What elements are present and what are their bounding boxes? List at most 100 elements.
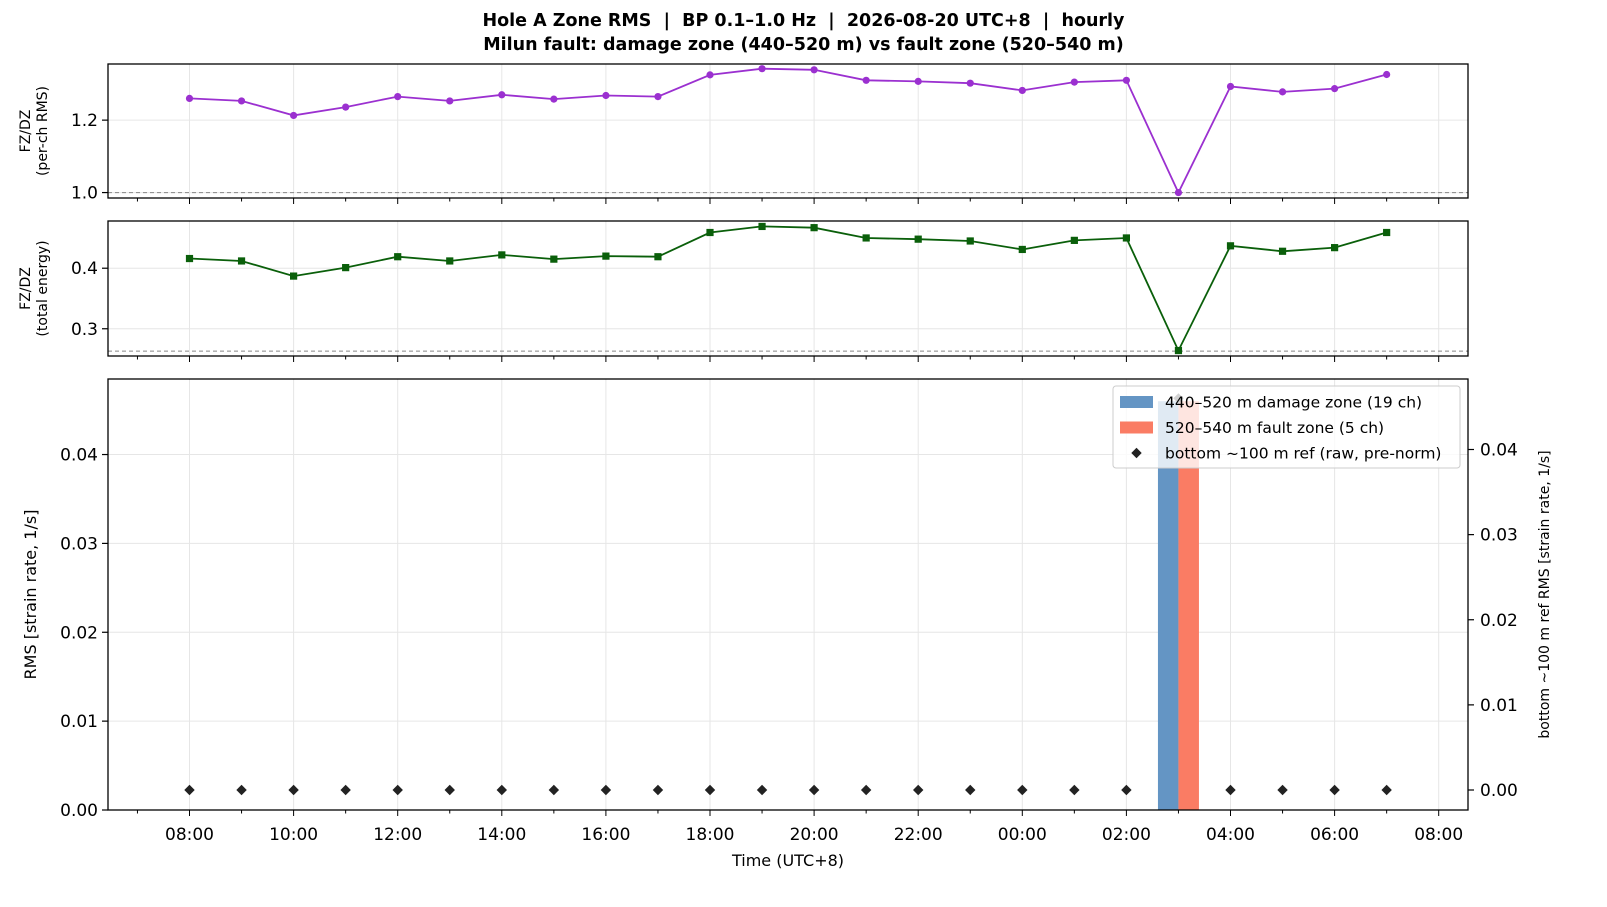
data-point — [1070, 236, 1078, 244]
data-point — [550, 95, 558, 103]
data-point — [185, 254, 194, 263]
legend-label: bottom ~100 m ref (raw, pre-norm) — [1165, 445, 1441, 463]
y-tick-label: 0.03 — [60, 534, 98, 554]
data-point — [1383, 70, 1391, 79]
legend-item: 440–520 m damage zone (19 ch) — [1120, 394, 1422, 412]
x-tick-label: 22:00 — [894, 825, 943, 845]
data-point — [496, 784, 507, 796]
legend-item: bottom ~100 m ref (raw, pre-norm) — [1131, 445, 1441, 463]
data-point — [1226, 242, 1235, 250]
data-point — [862, 234, 870, 242]
data-point — [394, 253, 402, 261]
data-point — [1331, 85, 1339, 93]
data-point — [706, 71, 714, 79]
data-point — [340, 784, 351, 796]
data-point — [862, 76, 870, 84]
x-tick-label: 20:00 — [790, 825, 839, 845]
data-point — [498, 91, 506, 99]
x-tick-label: 02:00 — [1102, 825, 1151, 845]
data-point — [1381, 784, 1392, 796]
y-tick-label: 0.3 — [71, 320, 98, 340]
data-point — [1277, 784, 1288, 796]
data-point — [758, 65, 766, 73]
data-point — [1331, 244, 1339, 252]
data-point — [1278, 88, 1287, 96]
x-tick-label: 08:00 — [1414, 825, 1463, 845]
data-point — [342, 264, 350, 272]
y-axis-label: FZ/DZ (per-ch RMS) — [18, 86, 51, 176]
y2-tick-label: 0.04 — [1480, 441, 1518, 461]
data-point — [288, 784, 299, 796]
data-point — [756, 784, 768, 796]
data-point — [600, 784, 612, 796]
data-point — [1017, 784, 1028, 796]
data-point — [1069, 784, 1080, 796]
data-point — [914, 77, 922, 85]
data-point — [1383, 228, 1391, 237]
y-tick-label: 0.04 — [60, 446, 98, 466]
x-tick-label: 04:00 — [1206, 825, 1255, 845]
x-tick-label: 14:00 — [477, 825, 526, 845]
x-tick-label: 16:00 — [581, 825, 630, 845]
chart-subtitle: Milun fault: damage zone (440–520 m) vs … — [483, 35, 1124, 55]
y2-axis-label: bottom ~100 m ref RMS [strain rate, 1/s] — [1537, 450, 1553, 738]
data-point — [1174, 188, 1183, 197]
y2-tick-label: 0.01 — [1480, 696, 1518, 716]
data-point — [965, 784, 976, 796]
y-axis-label-text: RMS [strain rate, 1/s] — [21, 510, 40, 680]
data-point — [1070, 78, 1078, 86]
legend-label: 520–540 m fault zone (5 ch) — [1165, 419, 1384, 437]
legend-swatch — [1120, 396, 1153, 408]
data-point — [394, 92, 402, 101]
y-tick-label: 1.0 — [71, 184, 98, 204]
y-tick-label: 0.02 — [60, 623, 98, 643]
y-axis-label-line: (per-ch RMS) — [35, 86, 51, 176]
series-line — [189, 67, 1387, 195]
y-axis-label-line: FZ/DZ — [18, 110, 34, 153]
y-tick-label: 0.01 — [60, 712, 98, 732]
data-point — [654, 92, 662, 101]
y-axis-label-line: (total energy) — [35, 240, 51, 336]
bar — [1178, 401, 1199, 810]
y2-tick-label: 0.03 — [1480, 526, 1518, 546]
data-point — [550, 255, 558, 263]
axes-frame — [107, 220, 1469, 357]
y-tick-label: 0.00 — [60, 801, 98, 821]
legend-label: 440–520 m damage zone (19 ch) — [1165, 394, 1422, 412]
data-point — [342, 103, 350, 111]
x-tick-label: 12:00 — [373, 825, 422, 845]
data-point — [913, 784, 924, 796]
legend-box — [1112, 385, 1461, 469]
data-point — [914, 235, 922, 243]
x-tick-label: 00:00 — [998, 825, 1047, 845]
data-point — [860, 784, 872, 796]
data-point — [810, 224, 818, 232]
y2-axis-label-text: bottom ~100 m ref RMS [strain rate, 1/s] — [1537, 450, 1553, 738]
series-line — [189, 225, 1387, 353]
data-point — [808, 784, 820, 796]
x-tick-label: 08:00 — [165, 825, 214, 845]
data-point — [1226, 82, 1235, 91]
data-point — [1329, 784, 1340, 796]
axes-frame — [107, 63, 1469, 199]
axes-frame — [107, 378, 1469, 811]
x-tick-label: 06:00 — [1310, 825, 1359, 845]
data-point — [1225, 784, 1236, 796]
y-axis-label-line: FZ/DZ — [18, 267, 34, 310]
data-point — [1018, 86, 1026, 95]
data-point — [1121, 784, 1132, 796]
bar — [1157, 401, 1179, 810]
data-point — [602, 252, 610, 260]
data-point — [184, 784, 195, 796]
data-point — [236, 784, 247, 796]
data-point — [548, 784, 560, 796]
y-tick-label: 1.2 — [71, 111, 98, 131]
y2-tick-label: 0.02 — [1480, 611, 1518, 631]
x-tick-label: 18:00 — [686, 825, 735, 845]
data-point — [706, 228, 714, 237]
data-point — [1018, 245, 1026, 254]
data-point — [966, 79, 974, 87]
x-axis-label: Time (UTC+8) — [731, 851, 844, 870]
legend-swatch — [1120, 421, 1153, 434]
